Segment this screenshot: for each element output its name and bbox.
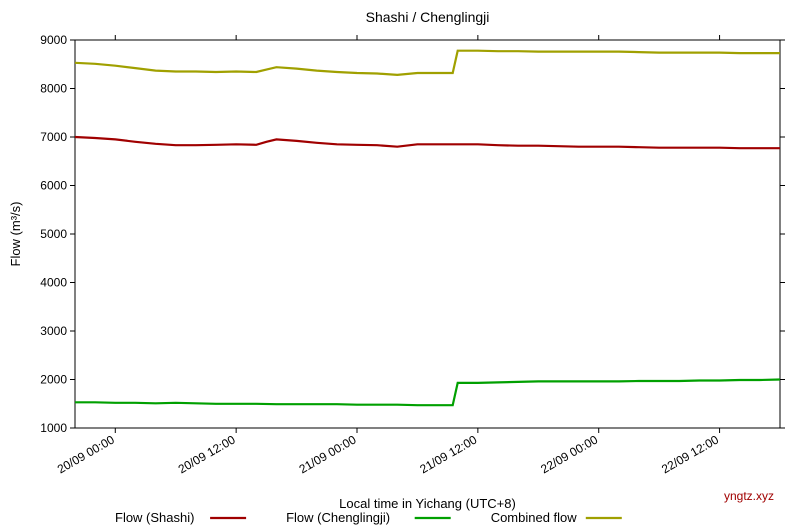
watermark-text: yngtz.xyz bbox=[724, 489, 774, 503]
series-line bbox=[75, 137, 780, 148]
flow-chart: 1000 2000 3000 4000 5000 6000 7000 8000 9000 20/0… bbox=[0, 0, 800, 532]
ytick-label: 8000 bbox=[40, 82, 67, 96]
legend-label: Flow (Shashi) bbox=[115, 510, 194, 525]
xtick-label: 20/09 00:00 bbox=[55, 432, 117, 476]
xtick-label: 22/09 00:00 bbox=[538, 432, 600, 476]
plot-border bbox=[75, 40, 780, 428]
xtick-label: 22/09 12:00 bbox=[659, 432, 721, 476]
legend-label: Combined flow bbox=[491, 510, 578, 525]
ytick-label: 1000 bbox=[40, 421, 67, 435]
ytick-label: 4000 bbox=[40, 276, 67, 290]
chart-container: 1000 2000 3000 4000 5000 6000 7000 8000 9000 20/0… bbox=[0, 0, 800, 532]
ytick-label: 6000 bbox=[40, 179, 67, 193]
xtick-label: 21/09 00:00 bbox=[297, 432, 359, 476]
ytick-label: 9000 bbox=[40, 33, 67, 47]
xtick-label: 21/09 12:00 bbox=[417, 432, 479, 476]
xtick-label: 20/09 12:00 bbox=[176, 432, 238, 476]
ytick-label: 2000 bbox=[40, 373, 67, 387]
ytick-label: 7000 bbox=[40, 130, 67, 144]
series-line bbox=[75, 51, 780, 75]
chart-title: Shashi / Chenglingji bbox=[366, 9, 490, 25]
ytick-label: 5000 bbox=[40, 227, 67, 241]
legend-label: Flow (Chenglingji) bbox=[286, 510, 390, 525]
series-line bbox=[75, 380, 780, 406]
ytick-label: 3000 bbox=[40, 324, 67, 338]
y-axis-label: Flow (m³/s) bbox=[8, 202, 23, 267]
x-axis-label: Local time in Yichang (UTC+8) bbox=[339, 496, 516, 511]
